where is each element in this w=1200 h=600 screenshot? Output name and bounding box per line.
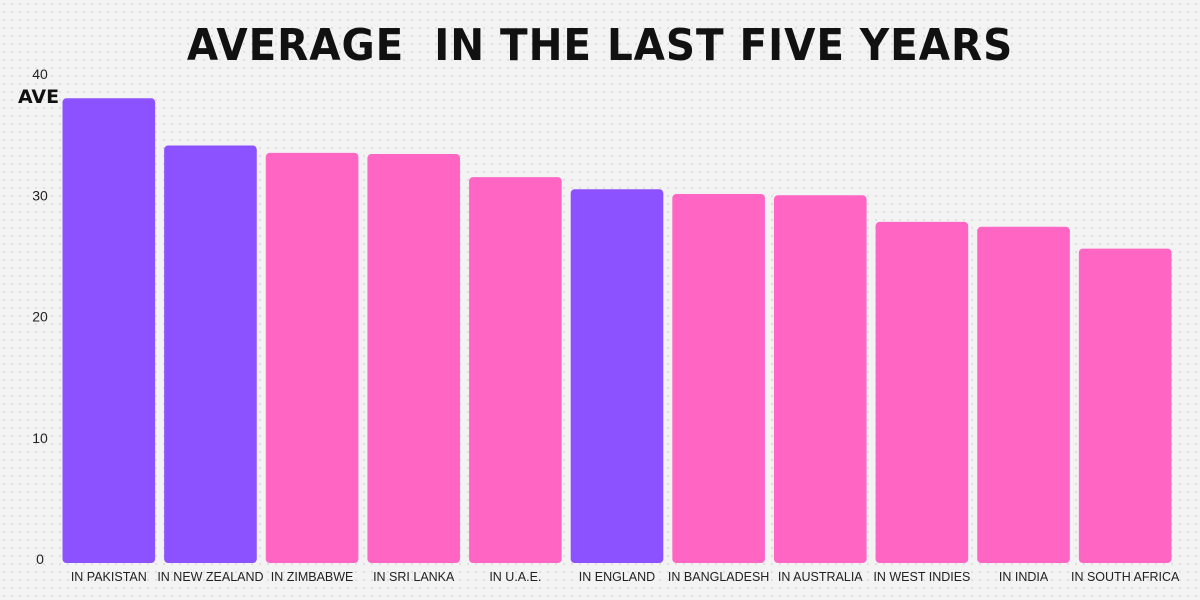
bar [367, 154, 461, 563]
bar [265, 152, 359, 563]
y-ticks: 0 10 20 30 40 [32, 66, 48, 567]
x-tick-label: IN U.A.E. [489, 570, 541, 584]
y-tick-label: 10 [32, 430, 48, 446]
x-labels: IN PAKISTAN IN NEW ZEALAND IN ZIMBABWE IN S… [71, 570, 1180, 584]
y-tick-label: 40 [32, 66, 48, 82]
bar [773, 195, 867, 563]
x-tick-label: IN INDIA [999, 570, 1049, 584]
x-tick-label: IN BANGLADESH [668, 570, 769, 584]
bar [977, 226, 1070, 563]
x-tick-label: IN AUSTRALIA [778, 570, 863, 584]
x-tick-label: IN SOUTH AFRICA [1071, 570, 1180, 584]
bar [62, 98, 156, 563]
bar [875, 221, 969, 564]
bar [469, 177, 562, 563]
x-tick-label: IN PAKISTAN [71, 570, 147, 584]
y-axis-label: AVE [18, 86, 60, 108]
x-tick-label: IN ZIMBABWE [271, 570, 354, 584]
bar [570, 189, 664, 563]
x-tick-label: IN SRI LANKA [373, 570, 455, 584]
y-tick-label: 30 [32, 187, 48, 203]
bar [164, 145, 257, 563]
chart-title: AVERAGE IN THE LAST FIVE YEARS [186, 20, 1014, 71]
y-tick-label: 0 [36, 551, 44, 567]
bars [62, 98, 1172, 564]
x-tick-label: IN NEW ZEALAND [157, 570, 263, 584]
y-tick-label: 20 [32, 309, 48, 325]
x-tick-label: IN ENGLAND [579, 570, 655, 584]
bar [672, 194, 765, 563]
bar [1078, 248, 1172, 563]
x-tick-label: IN WEST INDIES [873, 570, 970, 584]
